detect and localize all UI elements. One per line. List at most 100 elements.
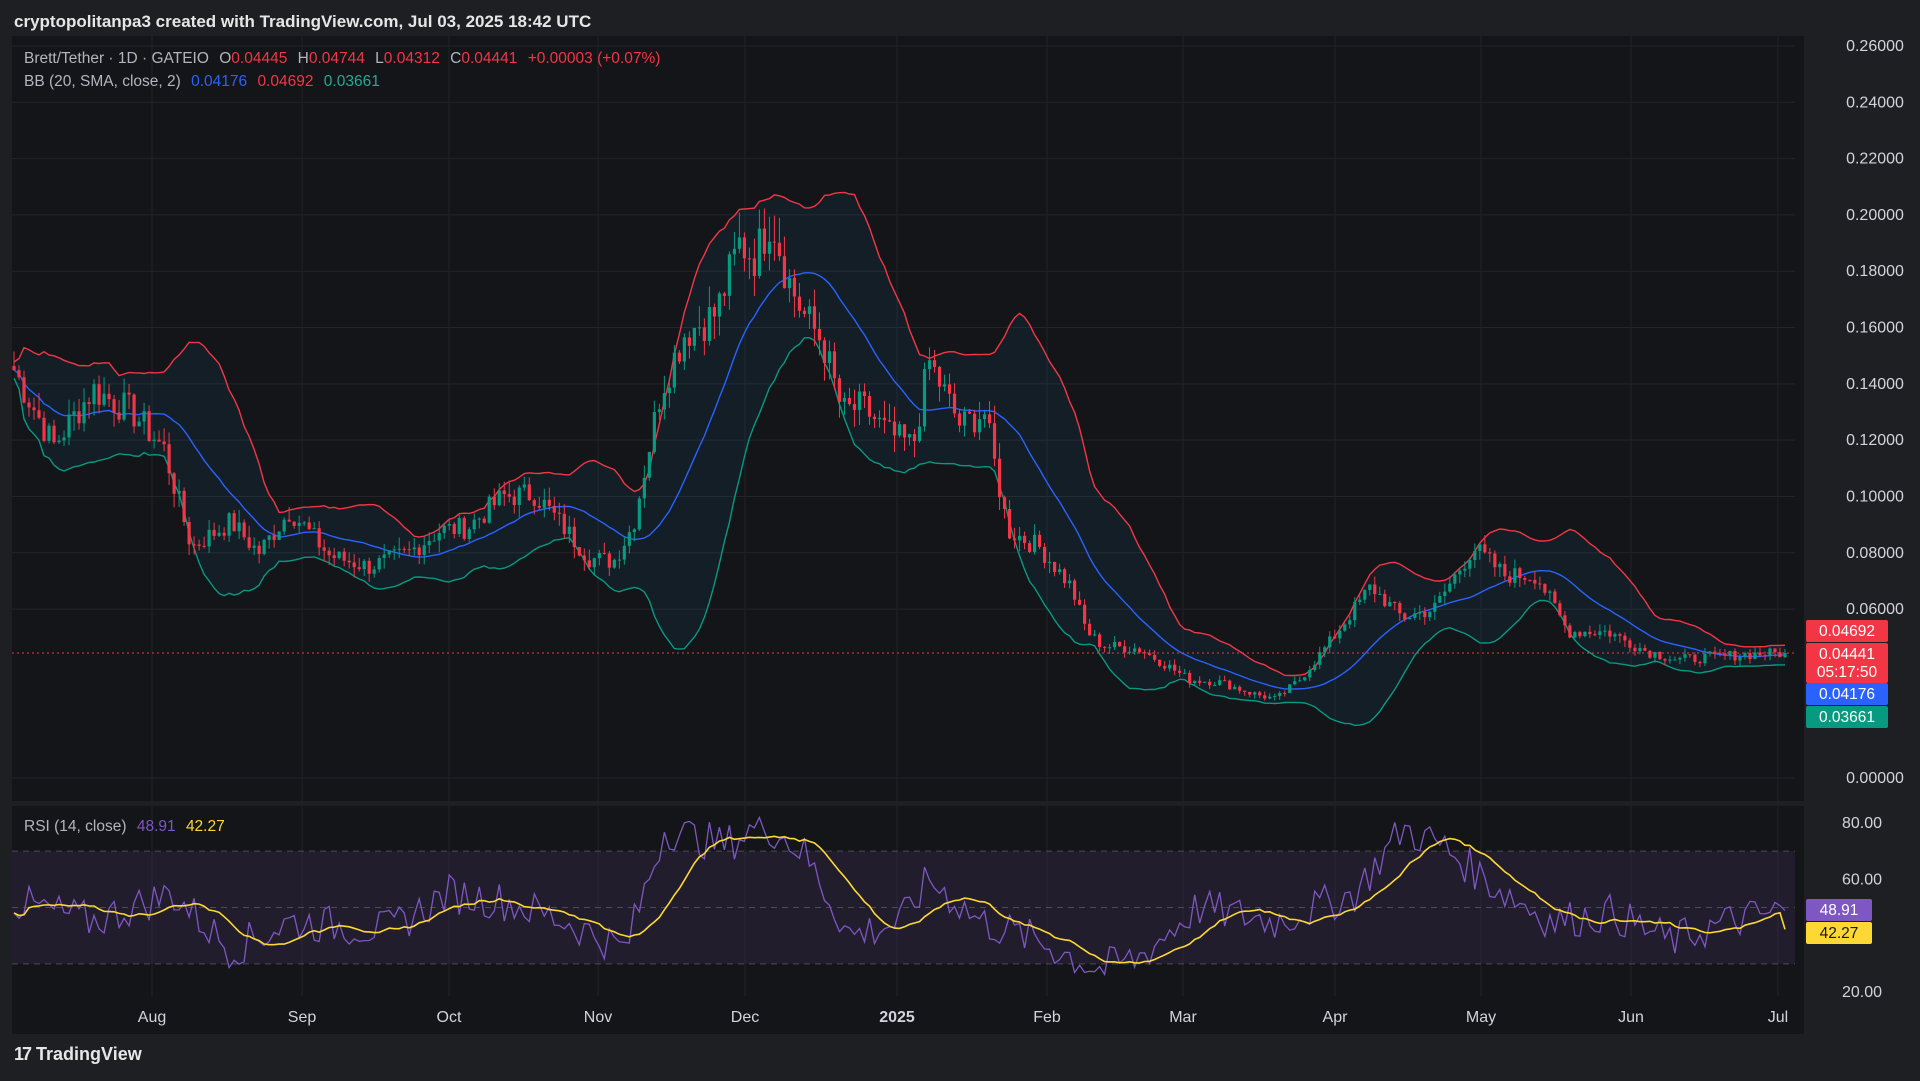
candle-body <box>137 421 141 427</box>
candle-body <box>1663 659 1667 661</box>
candle-body <box>92 384 96 405</box>
candle-body <box>1783 652 1787 658</box>
candle-body <box>1228 680 1232 690</box>
rsi-legend[interactable]: RSI (14, close) 48.91 42.27 <box>24 818 231 836</box>
candle-body <box>1198 680 1202 683</box>
candle-body <box>1563 615 1567 626</box>
candle-body <box>1128 651 1132 653</box>
candle-body <box>377 558 381 570</box>
candle-body <box>1062 569 1067 584</box>
candle-body <box>1047 561 1052 563</box>
candle-body <box>1037 534 1042 547</box>
candle-body <box>462 518 466 539</box>
close-value: 0.04441 <box>461 50 518 67</box>
candle-body <box>1653 652 1657 658</box>
candle-body <box>312 528 316 530</box>
price-tag-bg <box>1806 661 1888 683</box>
candle-body <box>1133 648 1137 652</box>
candle-body <box>347 560 351 563</box>
price-tag-label: 0.04176 <box>1819 686 1875 703</box>
candle-body <box>717 293 721 317</box>
candle-body <box>867 396 872 417</box>
candle-body <box>1508 576 1512 583</box>
candle-body <box>342 551 346 561</box>
rsi-value: 48.91 <box>136 818 176 835</box>
candle-body <box>1388 601 1392 607</box>
candle-body <box>1523 578 1527 580</box>
candle-body <box>1138 648 1142 653</box>
candle-body <box>962 411 967 426</box>
candle-body <box>1243 690 1247 692</box>
candle-body <box>1012 538 1017 541</box>
candle-body <box>1543 583 1547 593</box>
candle-body <box>17 370 21 378</box>
bollinger-bands <box>13 191 1786 727</box>
candle-body <box>1258 692 1262 696</box>
candle-body <box>437 533 441 541</box>
candle-body <box>1688 654 1692 656</box>
low-label: L <box>375 50 384 67</box>
price-tick-label: 0.18000 <box>1846 263 1904 280</box>
candle-body <box>1528 579 1532 581</box>
rsi-ma-value: 42.27 <box>185 818 225 835</box>
candle-body <box>1608 630 1612 637</box>
candle-body <box>517 487 521 505</box>
candle-body <box>1218 680 1222 685</box>
candle-body <box>1223 680 1227 682</box>
candle-body <box>1693 654 1697 662</box>
rsi-tick-label: 20.00 <box>1842 984 1882 1001</box>
candle-body <box>167 444 171 474</box>
price-tick-label: 0.00000 <box>1846 770 1904 787</box>
candle-body <box>12 366 16 371</box>
tradingview-brand[interactable]: 17 TradingView <box>14 1044 142 1065</box>
candle-body <box>1103 646 1107 648</box>
candle-body <box>1088 623 1092 636</box>
candle-body <box>737 237 742 249</box>
candle-body <box>467 529 471 539</box>
candle-body <box>357 567 361 570</box>
candle-body <box>362 560 366 570</box>
candle-body <box>277 531 281 540</box>
candle-body <box>1178 670 1182 673</box>
candle-body <box>567 526 571 535</box>
symbol-title[interactable]: Brett/Tether · 1D · GATEIO <box>24 50 209 67</box>
candle-body <box>1493 553 1497 568</box>
time-tick-label: Jun <box>1618 1009 1644 1026</box>
time-tick-label: Apr <box>1323 1009 1349 1026</box>
candle-body <box>1478 544 1482 551</box>
candle-body <box>507 494 511 497</box>
candle-body <box>72 411 76 415</box>
rsi-tag-bg <box>1806 899 1872 921</box>
candle-body <box>247 537 251 548</box>
price-tag-bg <box>1806 643 1888 665</box>
candle-body <box>1343 624 1347 631</box>
candle-body <box>852 404 857 410</box>
candle-body <box>637 498 641 530</box>
candle-body <box>187 521 191 545</box>
candle-body <box>622 545 626 560</box>
candle-body <box>1668 659 1672 661</box>
candle-body <box>732 248 737 255</box>
candle-body <box>257 545 261 554</box>
candle-body <box>1613 634 1617 637</box>
candle-body <box>1738 656 1742 661</box>
candle-body <box>957 413 962 426</box>
candle-body <box>1428 611 1432 618</box>
candle-body <box>677 352 681 362</box>
candle-body <box>672 352 676 388</box>
time-axis: Aug Sep Oct Nov Dec 2025 Feb Mar Apr May Jun Jul <box>138 1009 1788 1026</box>
candle-body <box>742 237 747 259</box>
candle-body <box>1032 534 1037 552</box>
candle-body <box>1022 535 1027 544</box>
candle-body <box>1143 652 1147 654</box>
candle-body <box>1057 569 1062 572</box>
candle-body <box>1603 630 1607 632</box>
bb-legend[interactable]: BB (20, SMA, close, 2) 0.04176 0.04692 0… <box>24 73 386 91</box>
time-tick-label: Feb <box>1033 1009 1061 1026</box>
candle-body <box>882 417 887 421</box>
candle-body <box>1283 692 1287 694</box>
candle-body <box>367 560 371 574</box>
candle-body <box>47 425 51 441</box>
candle-body <box>1203 681 1207 683</box>
